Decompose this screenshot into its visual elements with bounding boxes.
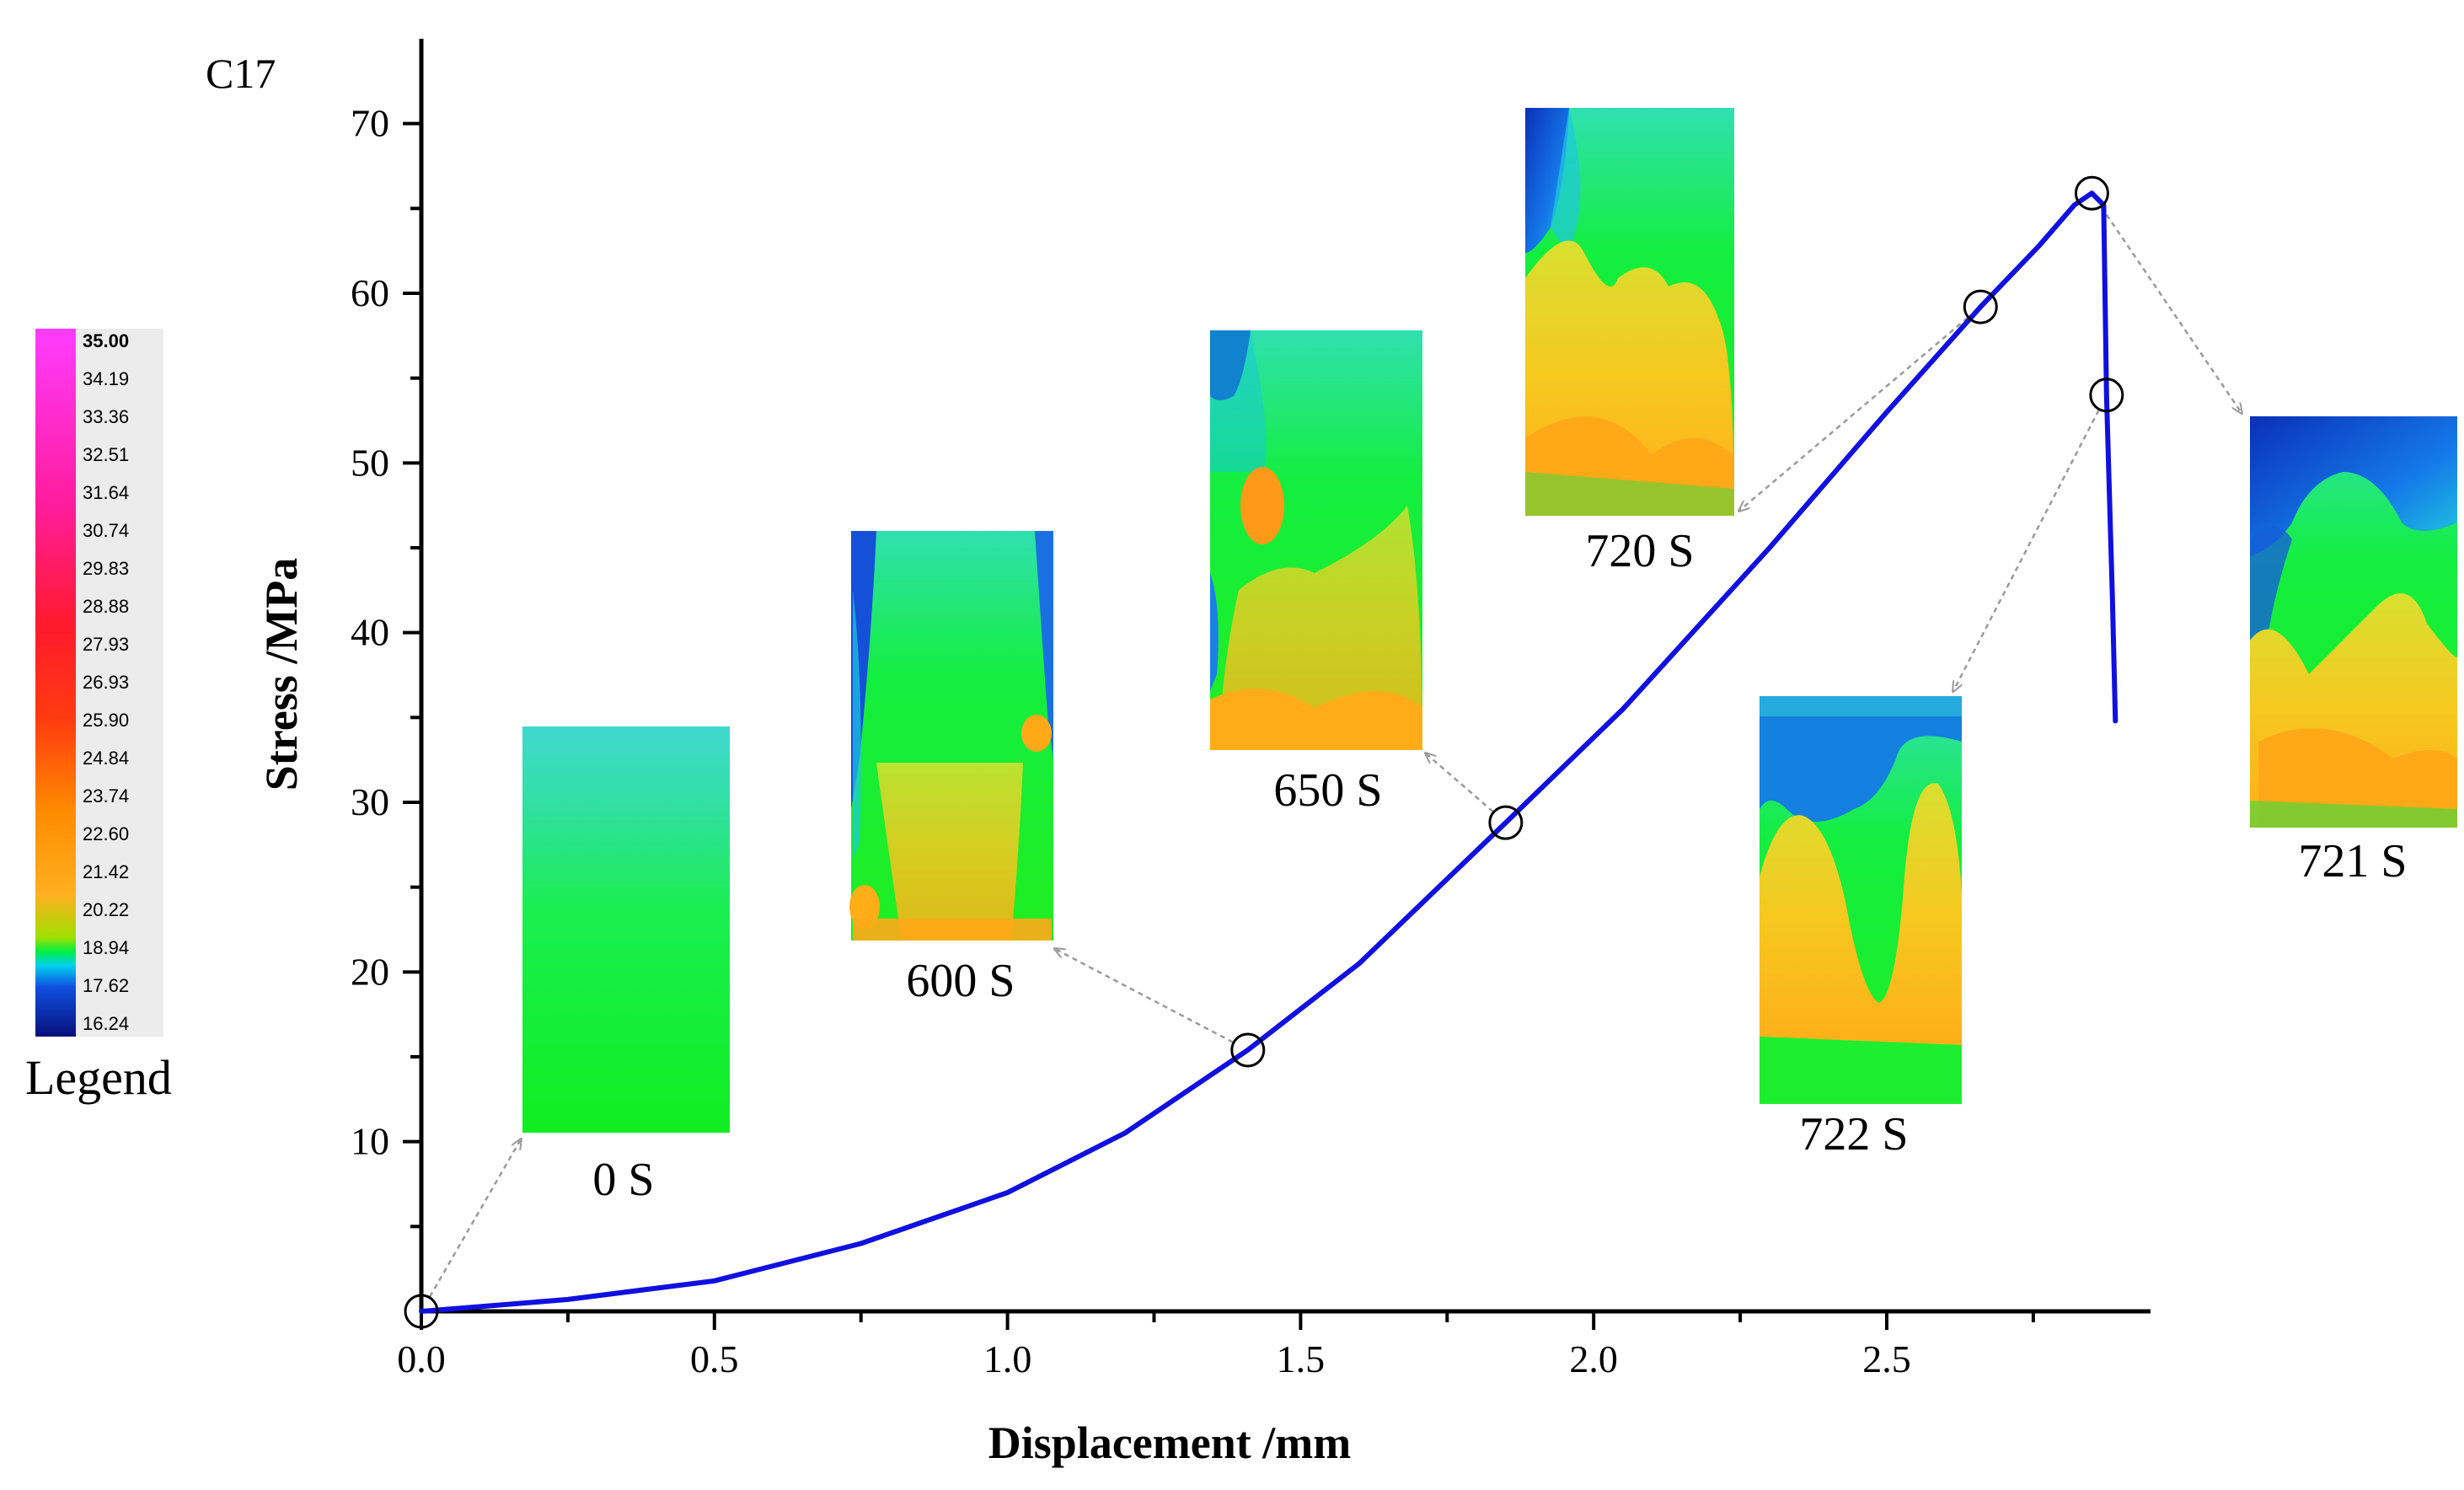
legend-value: 23.74 [83, 785, 129, 807]
thermal-image-720s [1525, 108, 1734, 516]
legend-value: 22.60 [83, 823, 129, 844]
thermal-image-721s [2250, 416, 2457, 828]
x-tick-label: 1.5 [1277, 1337, 1326, 1380]
image-label-650s: 650 S [1273, 764, 1382, 817]
y-tick-label: 50 [351, 441, 389, 484]
legend-value: 35.00 [83, 330, 129, 351]
legend-value: 33.36 [83, 406, 129, 427]
marker-600s [1230, 1032, 1266, 1068]
legend-value: 34.19 [83, 368, 129, 389]
thermal-image-0s [522, 726, 730, 1133]
legend-value: 25.90 [83, 710, 129, 731]
legend-value: 16.24 [83, 1013, 129, 1034]
y-axis-title: Stress /MPa [256, 558, 307, 791]
legend-value: 27.93 [83, 634, 129, 655]
legend-value: 32.51 [83, 444, 129, 465]
image-label-721s: 721 S [2298, 835, 2407, 887]
annotation-arrows [428, 206, 2242, 1298]
legend-value: 24.84 [83, 748, 129, 769]
panel-label: C17 [206, 50, 276, 97]
legend-value: 26.93 [83, 672, 129, 693]
y-tick-label: 20 [351, 950, 389, 993]
arrow-600s [1055, 949, 1234, 1043]
y-tick-label: 70 [351, 102, 389, 145]
image-label-600s: 600 S [906, 955, 1015, 1007]
x-axis-title: Displacement /mm [988, 1418, 1351, 1468]
marker-722s [2089, 378, 2124, 413]
arrow-721s [2100, 206, 2242, 413]
thermal-image-722s [1760, 696, 1962, 1104]
arrow-722s [1953, 409, 2100, 691]
y-tick-label: 60 [351, 271, 389, 314]
legend-value: 20.22 [83, 899, 129, 920]
marker-721s [2074, 175, 2109, 211]
arrow-720s [1739, 317, 1969, 511]
image-label-0s: 0 S [592, 1154, 654, 1206]
marker-720s [1963, 289, 1998, 324]
x-tick-label: 0.0 [397, 1337, 446, 1380]
legend-value: 18.94 [83, 937, 129, 958]
axes: 0.0 0.5 1.0 1.5 2.0 2.5 10 20 30 40 50 60 70 [351, 39, 2151, 1380]
stress-curve [419, 190, 2119, 1314]
arrow-650s [1426, 753, 1494, 813]
x-tick-label: 2.5 [1862, 1337, 1911, 1380]
x-tick-label: 1.0 [983, 1337, 1032, 1380]
y-tick-label: 30 [351, 780, 389, 823]
color-legend: 35.00 34.19 33.36 32.51 31.64 30.74 29.83 28.88… [25, 329, 172, 1105]
thermal-image-600s [849, 531, 1053, 941]
marker-650s [1488, 805, 1524, 840]
image-label-720s: 720 S [1585, 525, 1694, 577]
y-tick-label: 10 [351, 1120, 389, 1163]
arrow-0s [428, 1139, 521, 1298]
legend-value: 31.64 [83, 482, 129, 503]
x-tick-label: 2.0 [1569, 1337, 1618, 1380]
legend-value: 17.62 [83, 975, 129, 996]
image-label-722s: 722 S [1799, 1108, 1908, 1160]
y-tick-label: 40 [351, 611, 389, 654]
legend-title: Legend [25, 1050, 172, 1105]
thermal-image-650s [1210, 330, 1422, 750]
legend-value: 28.88 [83, 596, 129, 617]
legend-value: 21.42 [83, 861, 129, 882]
legend-value: 29.83 [83, 558, 129, 579]
legend-value: 30.74 [83, 520, 129, 541]
markers [404, 175, 2124, 1329]
legend-color-bar [35, 329, 76, 1037]
x-tick-label: 0.5 [690, 1337, 739, 1380]
curve-layer [419, 190, 2119, 1314]
legend-value-panel [76, 329, 163, 1037]
marker-0s [404, 1294, 439, 1329]
